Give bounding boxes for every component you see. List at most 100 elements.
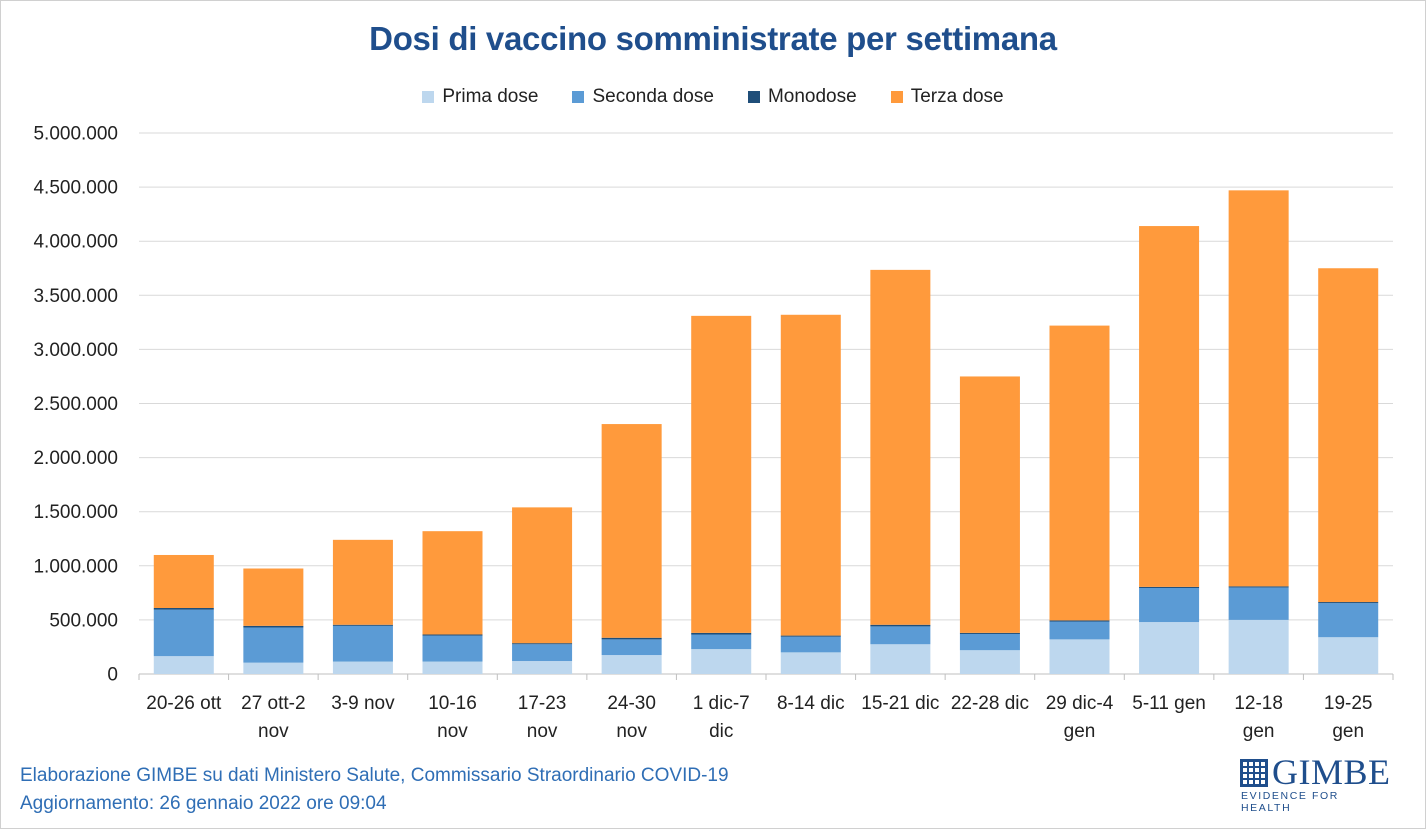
bar-segment — [512, 661, 573, 674]
y-tick-label: 3.000.000 — [33, 340, 118, 361]
legend-label: Seconda dose — [592, 86, 714, 107]
bar-segment — [1049, 621, 1110, 640]
bar-segment — [153, 656, 214, 674]
x-tick-label: 22-28 dic — [951, 693, 1029, 714]
bar-segment — [691, 632, 752, 635]
x-tick-label: 19-25 — [1324, 693, 1373, 714]
bar-segment — [512, 507, 573, 644]
bar-segment — [422, 634, 483, 636]
x-tick-label: 20-26 ott — [146, 693, 222, 714]
bar-segment — [1049, 325, 1110, 621]
source-note: Elaborazione GIMBE su dati Ministero Sal… — [20, 765, 729, 786]
x-tick-label: 3-9 nov — [331, 693, 395, 714]
legend-swatch — [422, 91, 435, 103]
x-tick-label: 27 ott-2 — [241, 693, 305, 714]
x-tick-label: nov — [527, 721, 558, 742]
bar-segment — [691, 649, 752, 674]
gimbe-logo: GIMBE EVIDENCE FOR HEALTH — [1240, 754, 1390, 814]
y-tick-label: 5.000.000 — [33, 124, 118, 145]
bar-segment — [601, 655, 662, 674]
bar-segment — [691, 315, 752, 633]
bar-segment — [1139, 586, 1200, 588]
bar-segment — [1318, 602, 1379, 604]
bar-segment — [153, 554, 214, 608]
x-tick-label: 1 dic-7 — [693, 693, 750, 714]
bar-segment — [243, 568, 304, 626]
bar-segment — [959, 632, 1020, 634]
bar-segment — [1318, 603, 1379, 638]
bar-segment — [243, 662, 304, 674]
chart-title: Dosi di vaccino somministrate per settim… — [369, 20, 1057, 57]
x-tick-label: 10-16 — [428, 693, 477, 714]
bar-segment — [332, 625, 393, 662]
bar-segment — [1228, 586, 1289, 588]
x-tick-label: gen — [1332, 721, 1364, 742]
x-tick-label: gen — [1064, 721, 1096, 742]
bar-segment — [780, 652, 841, 674]
bar-segment — [959, 633, 1020, 651]
bar-segment — [870, 626, 931, 645]
bar-segment — [512, 644, 573, 662]
y-tick-label: 1.500.000 — [33, 502, 118, 523]
chart-legend: Prima dose Seconda dose Monodose Terza dose — [0, 86, 1426, 108]
bar-segment — [1318, 268, 1379, 603]
bar-segment — [780, 314, 841, 636]
bar-segment — [1139, 226, 1200, 587]
bar-segment — [1049, 639, 1110, 674]
y-tick-label: 500.000 — [49, 610, 118, 631]
y-tick-label: 0 — [107, 665, 118, 686]
x-tick-label: 8-14 dic — [777, 693, 845, 714]
legend-item: Monodose — [747, 86, 857, 108]
bar-segment — [332, 624, 393, 626]
x-tick-label: 24-30 — [607, 693, 656, 714]
bar-segment — [243, 625, 304, 628]
x-tick-label: nov — [437, 721, 468, 742]
legend-item: Prima dose — [422, 86, 538, 108]
legend-swatch — [747, 91, 760, 103]
bar-segment — [1139, 622, 1200, 674]
bar-segment — [1228, 587, 1289, 620]
bar-segment — [153, 609, 214, 657]
bar-segment — [870, 624, 931, 627]
bar-segment — [332, 661, 393, 674]
x-tick-label: 17-23 — [518, 693, 567, 714]
bar-segment — [780, 636, 841, 653]
x-tick-label: 29 dic-4 — [1046, 693, 1114, 714]
y-tick-label: 1.000.000 — [33, 556, 118, 577]
legend-item: Seconda dose — [572, 86, 714, 108]
x-tick-label: nov — [258, 721, 289, 742]
y-tick-label: 3.500.000 — [33, 286, 118, 307]
bar-segment — [243, 627, 304, 663]
bar-segment — [601, 637, 662, 640]
x-tick-label: nov — [616, 721, 647, 742]
bar-segment — [1049, 620, 1110, 622]
x-tick-label: gen — [1243, 721, 1275, 742]
bar-segment — [780, 635, 841, 637]
legend-label: Prima dose — [442, 86, 539, 107]
y-tick-label: 2.000.000 — [33, 448, 118, 469]
legend-swatch — [572, 91, 585, 103]
update-note: Aggiornamento: 26 gennaio 2022 ore 09:04 — [20, 793, 387, 814]
bar-segment — [1139, 587, 1200, 623]
legend-label: Monodose — [767, 86, 857, 107]
x-tick-label: dic — [709, 721, 733, 742]
bar-segment — [1318, 637, 1379, 674]
logo-tagline: EVIDENCE FOR HEALTH — [1241, 790, 1339, 814]
bar-segment — [422, 531, 483, 635]
bar-segment — [870, 269, 931, 625]
bar-segment — [512, 643, 573, 645]
bar-segment — [601, 424, 662, 638]
logo-grid-icon — [1240, 759, 1268, 787]
x-tick-label: 5-11 gen — [1132, 693, 1206, 714]
bar-segment — [870, 644, 931, 674]
bar-segment — [959, 650, 1020, 674]
y-tick-label: 2.500.000 — [33, 394, 118, 415]
bar-segment — [1228, 190, 1289, 587]
bar-segment — [153, 607, 214, 610]
bar-segment — [601, 639, 662, 656]
bar-segment — [691, 634, 752, 650]
logo-name: GIMBE — [1272, 752, 1391, 792]
bar-segment — [959, 376, 1020, 633]
chart-plot: 0 500.000 1.000.000 1.500.000 2.000.000 2.500… — [33, 124, 1394, 742]
bar-segment — [332, 539, 393, 625]
